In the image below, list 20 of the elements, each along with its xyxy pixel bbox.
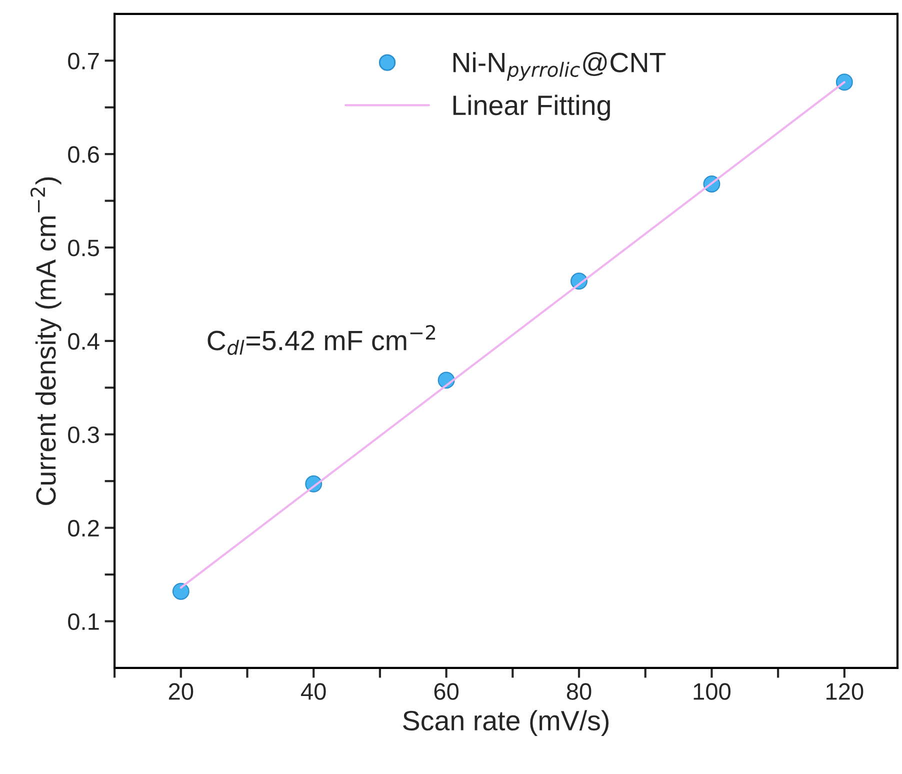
x-tick-label: 40 [301, 683, 326, 700]
legend-label: Linear Fitting [453, 94, 610, 121]
x-tick-label: 60 [434, 683, 459, 700]
y-tick-label: 0.3 [68, 426, 99, 444]
x-axis-title: Scan rate (mV/s) [403, 710, 608, 736]
x-tick-label: 120 [826, 683, 864, 700]
y-tick-label: 0.5 [68, 240, 99, 256]
x-tick-label: 100 [694, 683, 730, 700]
annotation: C$_{dl}$=5.42 mF cm$^{−2}$ [208, 325, 436, 355]
x-tick-label: 80 [566, 683, 592, 700]
point [172, 582, 190, 600]
legend-label: Ni-N$_{pyrrolic}$@CNT [453, 52, 666, 81]
y-tick-label: 0.1 [68, 613, 99, 630]
y-axis-title: Current density (mA cm$^{−2}$) [30, 177, 62, 505]
y-tick-label: 0.2 [68, 520, 99, 537]
point [836, 74, 853, 91]
x-tick-label: 20 [168, 683, 194, 700]
y-tick-label: 0.6 [68, 146, 99, 163]
y-tick-label: 0.4 [68, 333, 100, 350]
y-tick-label: 0.7 [68, 52, 99, 70]
